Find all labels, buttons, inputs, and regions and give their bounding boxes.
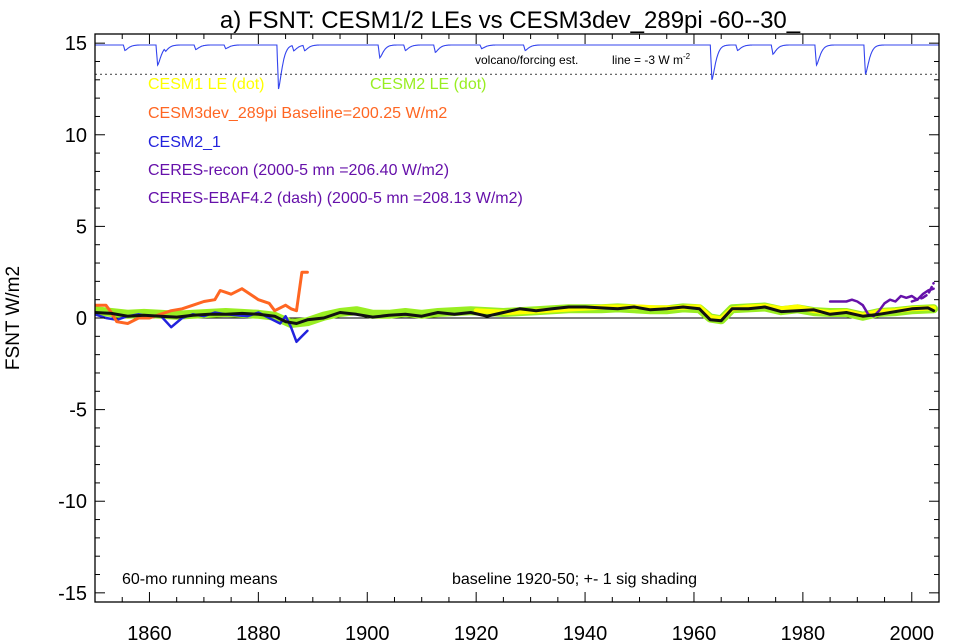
running-means-annotation: 60-mo running means: [122, 571, 278, 588]
x-tick-label: 1900: [345, 623, 390, 641]
y-tick-label: -5: [69, 400, 87, 422]
x-tick-label: 1980: [781, 623, 826, 641]
legend-entry: CERES-recon (2000-5 mn =206.40 W/m2): [148, 162, 449, 179]
y-tick-label: 0: [76, 308, 87, 330]
x-tick-label: 1860: [127, 623, 172, 641]
axes: -15 -10 -5 0 5 10 15 1860 1880 1900 1920 1940 1960 19…: [58, 33, 940, 641]
legend-entry: CERES-EBAF4.2 (dash) (2000-5 mn =208.13 …: [148, 190, 523, 207]
x-tick-label: 1880: [236, 623, 281, 641]
series-line-ensemble-mean: [95, 305, 936, 325]
y-axis-label: FSNT W/m2: [3, 266, 24, 370]
y-tick-label: 15: [65, 33, 87, 55]
y-tick-label: -10: [58, 491, 87, 513]
y-tick-label: 5: [76, 216, 87, 238]
series-line-ceres-ebaf4-2-dash-2000-5-mn-208-13-w-m2: [910, 281, 935, 303]
x-tick-label: 1920: [454, 623, 499, 641]
annotations: volcano/forcing est. line = -3 W m-2 60-…: [122, 52, 697, 588]
plot-area: [95, 44, 939, 344]
y-tick-label: 10: [65, 125, 87, 147]
legend-entry: CESM3dev_289pi Baseline=200.25 W/m2: [148, 105, 447, 122]
line-annotation-text: line = -3 W m: [612, 53, 683, 67]
legend-entry: CESM2 LE (dot): [370, 76, 486, 93]
legend-entry: CESM1 LE (dot): [148, 76, 264, 93]
legend-entry: CESM2_1: [148, 134, 221, 151]
x-tick-label: 1940: [563, 623, 608, 641]
legend: CESM1 LE (dot) CESM2 LE (dot) CESM3dev_289…: [148, 76, 523, 207]
volcano-forcing-line: [95, 44, 939, 90]
chart-title: a) FSNT: CESM1/2 LEs vs CESM3dev_289pi -…: [220, 7, 801, 34]
line-annotation-exponent: -2: [683, 52, 691, 61]
series-line-cesm3dev-289pi-baseline-200-25-w-m2: [95, 270, 309, 325]
baseline-annotation: baseline 1920-50; +- 1 sig shading: [452, 571, 697, 588]
y-tick-label: -15: [58, 583, 87, 605]
line-annotation: line = -3 W m-2: [612, 52, 691, 67]
x-tick-label: 1960: [672, 623, 717, 641]
volcano-annotation: volcano/forcing est.: [475, 53, 578, 67]
x-tick-label: 2000: [890, 623, 935, 641]
